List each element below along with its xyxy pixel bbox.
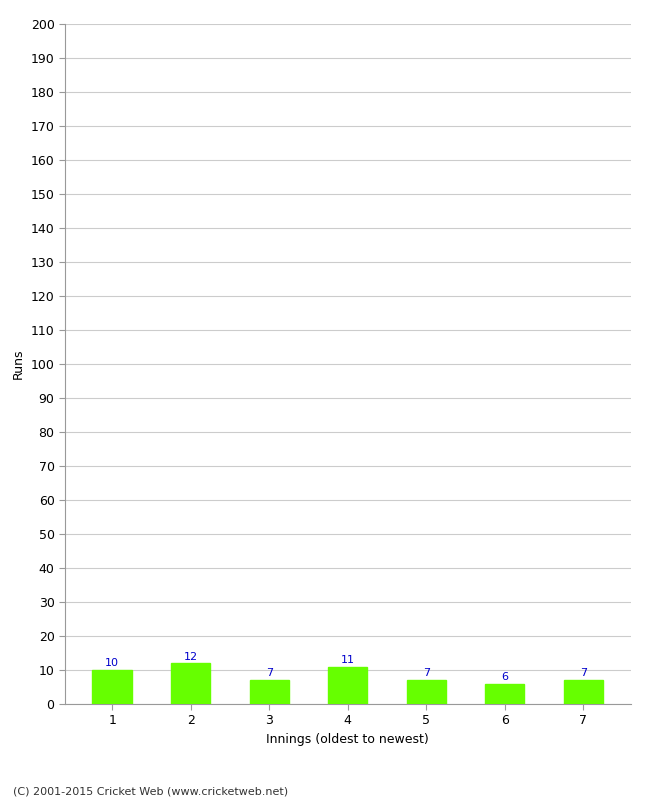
- Bar: [407, 680, 446, 704]
- Y-axis label: Runs: Runs: [12, 349, 25, 379]
- Bar: [328, 666, 367, 704]
- Bar: [171, 663, 211, 704]
- Text: 7: 7: [266, 669, 273, 678]
- Bar: [564, 680, 603, 704]
- Text: 11: 11: [341, 655, 355, 665]
- Text: 7: 7: [580, 669, 587, 678]
- Bar: [485, 683, 525, 704]
- Text: 10: 10: [105, 658, 119, 668]
- X-axis label: Innings (oldest to newest): Innings (oldest to newest): [266, 733, 429, 746]
- Text: 6: 6: [501, 672, 508, 682]
- Bar: [250, 680, 289, 704]
- Text: 7: 7: [422, 669, 430, 678]
- Text: 12: 12: [183, 651, 198, 662]
- Bar: [92, 670, 132, 704]
- Text: (C) 2001-2015 Cricket Web (www.cricketweb.net): (C) 2001-2015 Cricket Web (www.cricketwe…: [13, 786, 288, 796]
